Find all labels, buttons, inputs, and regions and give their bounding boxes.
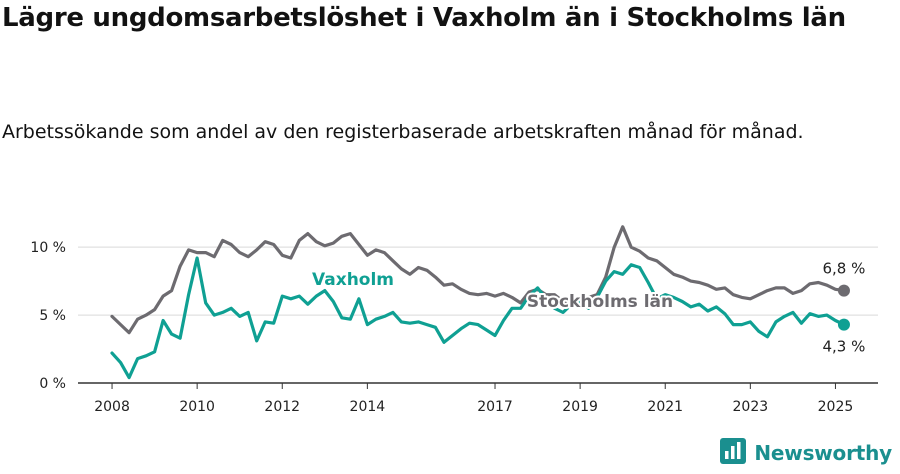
y-tick-label: 0 % — [39, 376, 66, 392]
series-line — [110, 256, 846, 380]
series-label: Vaxholm — [312, 270, 394, 290]
series-end-point — [837, 318, 850, 331]
end-value-label: 6,8 % — [823, 260, 866, 278]
y-axis-ticks: 0 % 5 % 10 % — [30, 240, 66, 392]
grid-lines — [78, 246, 878, 316]
brand-name: Newsworthy — [754, 441, 892, 465]
y-tick-label: 10 % — [30, 240, 66, 256]
chart-subtitle: Arbetssökande som andel av den registerb… — [2, 121, 804, 143]
series-lines — [110, 225, 850, 380]
x-tick-label: 2019 — [562, 399, 598, 415]
x-tick-label: 2017 — [477, 399, 513, 415]
x-axis: 2008 2010 2012 2014 2017 2019 2021 2023 2025 — [78, 382, 878, 415]
newsworthy-logo-icon — [720, 438, 747, 468]
x-tick-label: 2014 — [350, 399, 386, 415]
y-tick-label: 5 % — [39, 308, 66, 324]
x-tick-label: 2021 — [647, 399, 683, 415]
x-tick-label: 2025 — [818, 399, 854, 415]
series-end-point — [837, 284, 850, 297]
x-tick-label: 2023 — [733, 399, 769, 415]
x-tick-label: 2012 — [264, 399, 300, 415]
series-labels: Stockholms län Vaxholm 6,8 % 4,3 % — [310, 260, 866, 356]
chart-title: Lägre ungdomsarbetslöshet i Vaxholm än i… — [2, 3, 846, 33]
x-tick-label: 2008 — [94, 399, 130, 415]
series-line — [110, 225, 846, 335]
series-label: Stockholms län — [527, 292, 673, 312]
brand: Newsworthy — [720, 438, 892, 468]
x-tick-label: 2010 — [179, 399, 215, 415]
end-value-label: 4,3 % — [823, 338, 866, 356]
